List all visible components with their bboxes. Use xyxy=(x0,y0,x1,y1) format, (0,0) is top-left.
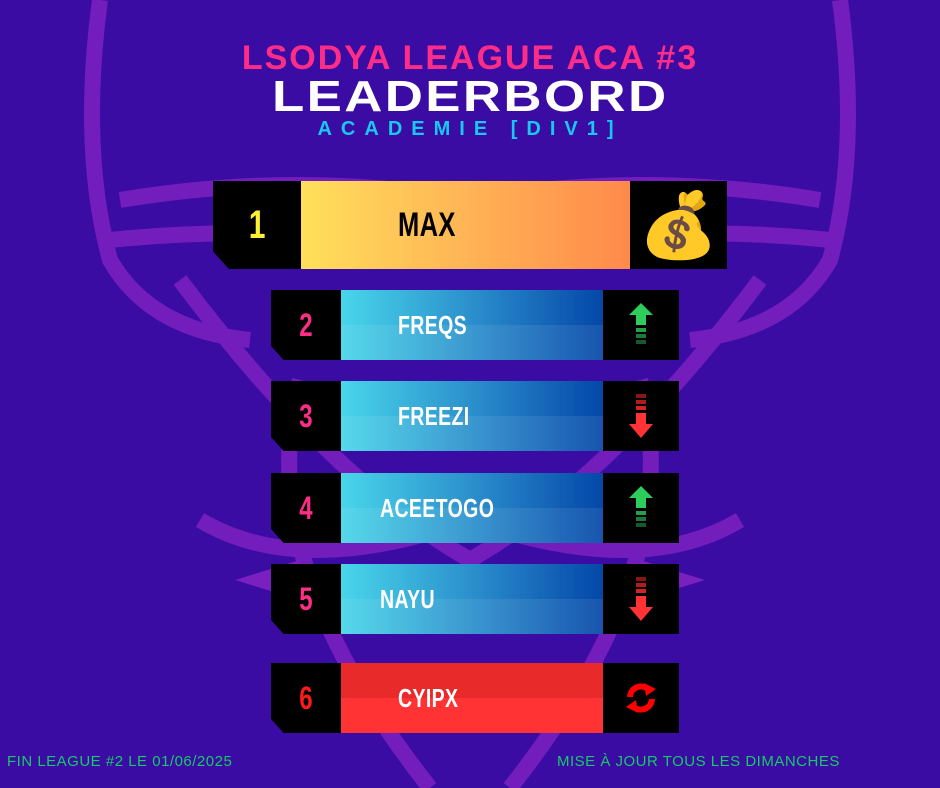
refresh-icon xyxy=(603,663,679,733)
rank-number: 5 xyxy=(299,580,313,617)
division-subtitle: ACADEMIE [DIV1] xyxy=(317,118,623,140)
player-bar: ACEETOGO xyxy=(341,473,603,543)
leaderboard-row: 3 FREEZI xyxy=(271,381,679,451)
money-bag-icon: 💰 xyxy=(630,181,727,269)
arrow-down-icon xyxy=(603,564,679,634)
player-bar: FREEZI xyxy=(341,381,603,451)
rank-cell: 6 xyxy=(271,663,341,733)
leaderboard-row: 6 CYIPX xyxy=(271,663,679,733)
leaderboard-row: 5 NAYU xyxy=(271,564,679,634)
rank-cell: 5 xyxy=(271,564,341,634)
player-name: FREQS xyxy=(398,309,468,340)
page-title-wrap: LEADERBORD xyxy=(0,72,940,121)
rank-cell: 2 xyxy=(271,290,341,360)
rank-cell: 4 xyxy=(271,473,341,543)
rank-number: 6 xyxy=(299,679,313,716)
player-name: NAYU xyxy=(380,583,435,614)
player-bar: NAYU xyxy=(341,564,603,634)
leaderboard-row: 4 ACEETOGO xyxy=(271,473,679,543)
player-name: MAX xyxy=(398,205,456,244)
rank-number: 2 xyxy=(299,306,313,343)
rank-number: 4 xyxy=(299,489,313,526)
leaderboard-row: 2 FREQS xyxy=(271,290,679,360)
player-name: ACEETOGO xyxy=(380,492,495,523)
league-title: LSODYA LEAGUE ACA #3 xyxy=(241,39,699,77)
arrow-down-icon xyxy=(603,381,679,451)
rank-number: 1 xyxy=(248,202,266,247)
leaderboard-row: 1 MAX 💰 xyxy=(213,181,727,269)
page-title: LEADERBORD xyxy=(271,72,669,121)
player-bar: FREQS xyxy=(341,290,603,360)
arrow-up-icon xyxy=(603,473,679,543)
footer-left-note: FIN LEAGUE #2 LE 01/06/2025 xyxy=(7,753,233,770)
rank-cell: 1 xyxy=(213,181,301,269)
player-name: CYIPX xyxy=(398,682,459,713)
rank-cell: 3 xyxy=(271,381,341,451)
arrow-up-icon xyxy=(603,290,679,360)
player-bar: MAX xyxy=(301,181,630,269)
rank-number: 3 xyxy=(299,397,313,434)
footer-right-note: MISE À JOUR TOUS LES DIMANCHES xyxy=(557,753,840,770)
player-bar: CYIPX xyxy=(341,663,603,733)
player-name: FREEZI xyxy=(398,400,470,431)
